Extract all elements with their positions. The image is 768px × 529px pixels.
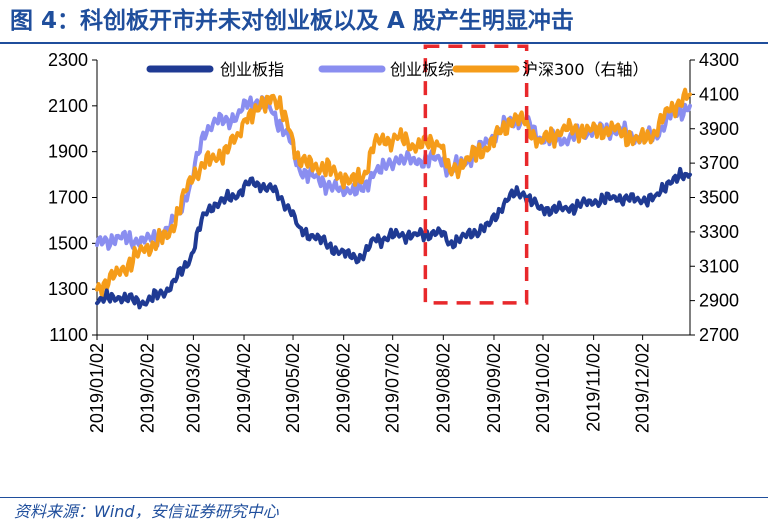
x-tick-label: 2019/11/02 <box>584 343 604 432</box>
x-tick-label: 2019/02/02 <box>138 343 158 433</box>
y-right-tick-label: 3300 <box>699 222 739 242</box>
x-tick-label: 2019/10/02 <box>533 343 553 433</box>
legend-label: 创业板综 <box>390 60 454 79</box>
y-left-tick-label: 2100 <box>48 96 88 116</box>
y-right-tick-label: 3700 <box>699 153 739 173</box>
line-chart: 1100 1300 1500 1700 1900 2100 2300 2700 2900 3100… <box>48 44 739 433</box>
title-divider <box>0 42 768 44</box>
page-title: 图 4：科创板开市并未对创业板以及 A 股产生明显冲击 <box>10 8 574 34</box>
x-tick-label: 2019/06/02 <box>334 343 354 433</box>
y-left-tick-label: 1500 <box>48 233 88 253</box>
series-line-2 <box>95 87 692 298</box>
y-right-tick-label: 3900 <box>699 119 739 139</box>
x-tick-label: 2019/05/02 <box>283 343 303 433</box>
y-right-tick-label: 3500 <box>699 188 739 208</box>
series-line-0 <box>95 166 692 310</box>
x-tick-label: 2019/01/02 <box>87 343 107 433</box>
y-left-tick-label: 1300 <box>48 279 88 299</box>
x-tick-label: 2019/12/02 <box>633 343 653 433</box>
y-left-tick-label: 1900 <box>48 142 88 162</box>
source-note: 资料来源：Wind，安信证券研究中心 <box>14 502 279 521</box>
y-right-tick-label: 3100 <box>699 256 739 276</box>
y-left-tick-label: 2300 <box>48 50 88 70</box>
y-right-tick-label: 2900 <box>699 291 739 311</box>
x-tick-label: 2019/07/02 <box>383 343 403 433</box>
highlight-dashed-box <box>423 44 529 305</box>
x-tick-label: 2019/09/02 <box>484 343 504 433</box>
x-tick-label: 2019/03/02 <box>183 343 203 433</box>
legend-label: 创业板指 <box>220 60 284 79</box>
series-line-1 <box>95 95 692 251</box>
y-right-tick-label: 4300 <box>699 50 739 70</box>
y-right-tick-label: 2700 <box>699 325 739 345</box>
y-left-tick-label: 1100 <box>49 325 88 345</box>
x-tick-label: 2019/04/02 <box>234 343 254 433</box>
legend-label: 沪深300（右轴） <box>522 60 649 79</box>
y-left-tick-label: 1700 <box>48 188 88 208</box>
y-right-tick-label: 4100 <box>699 84 739 104</box>
x-tick-label: 2019/08/02 <box>433 343 453 433</box>
source-divider <box>0 497 768 498</box>
